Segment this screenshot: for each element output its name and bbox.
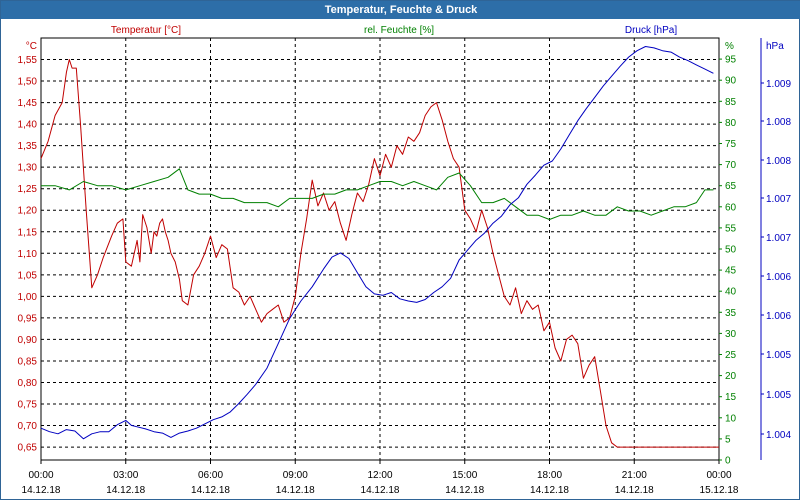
temperature-tick-label: 1,10 bbox=[18, 249, 38, 260]
pressure-tick-label: 1.006 bbox=[766, 311, 791, 322]
humidity-tick-label: 90 bbox=[725, 76, 737, 87]
temperature-tick-label: 0,90 bbox=[18, 335, 38, 346]
x-tick-time: 06:00 bbox=[198, 470, 223, 481]
humidity-tick-label: 70 bbox=[725, 160, 737, 171]
temperature-axis-title: Temperatur [°C] bbox=[111, 25, 181, 36]
pressure-axis-title: Druck [hPa] bbox=[625, 25, 677, 36]
humidity-tick-label: 25 bbox=[725, 350, 737, 361]
pressure-tick-label: 1.006 bbox=[766, 272, 791, 283]
pressure-tick-label: 1.005 bbox=[766, 350, 791, 361]
x-tick-date: 14.12.18 bbox=[191, 485, 230, 496]
temperature-tick-label: 0,75 bbox=[18, 400, 38, 411]
x-tick-time: 09:00 bbox=[283, 470, 308, 481]
temperature-tick-label: 0,65 bbox=[18, 443, 38, 454]
temperature-tick-label: 1,05 bbox=[18, 270, 38, 281]
x-tick-date: 14.12.18 bbox=[106, 485, 145, 496]
temperature-tick-label: 1,45 bbox=[18, 98, 38, 109]
temperature-unit-label: °C bbox=[26, 41, 37, 52]
x-tick-date: 14.12.18 bbox=[445, 485, 484, 496]
humidity-axis-title: rel. Feuchte [%] bbox=[364, 25, 434, 36]
pressure-tick-label: 1.009 bbox=[766, 79, 791, 90]
temperature-tick-label: 1,50 bbox=[18, 77, 38, 88]
humidity-tick-label: 95 bbox=[725, 55, 737, 66]
temperature-tick-label: 1,25 bbox=[18, 184, 38, 195]
x-tick-time: 03:00 bbox=[113, 470, 138, 481]
humidity-tick-label: 75 bbox=[725, 139, 737, 150]
x-tick-time: 00:00 bbox=[706, 470, 731, 481]
temperature-tick-label: 1,35 bbox=[18, 141, 38, 152]
temperature-tick-label: 1,30 bbox=[18, 163, 38, 174]
humidity-tick-label: 40 bbox=[725, 287, 737, 298]
temperature-tick-label: 1,40 bbox=[18, 120, 38, 131]
humidity-tick-label: 65 bbox=[725, 181, 737, 192]
humidity-tick-label: 10 bbox=[725, 413, 737, 424]
humidity-tick-label: 45 bbox=[725, 266, 737, 277]
pressure-tick-label: 1.008 bbox=[766, 156, 791, 167]
pressure-tick-label: 1.004 bbox=[766, 430, 791, 441]
pressure-series-line bbox=[40, 46, 714, 440]
temperature-tick-label: 1,20 bbox=[18, 206, 38, 217]
temperature-tick-label: 0,85 bbox=[18, 356, 38, 367]
temperature-series-line bbox=[40, 59, 719, 448]
humidity-series-line bbox=[41, 168, 714, 220]
pressure-tick-label: 1.007 bbox=[766, 194, 791, 205]
temperature-tick-label: 0,95 bbox=[18, 313, 38, 324]
temperature-tick-label: 0,80 bbox=[18, 378, 38, 389]
x-tick-date: 14.12.18 bbox=[276, 485, 315, 496]
temperature-tick-label: 0,70 bbox=[18, 421, 38, 432]
x-tick-time: 21:00 bbox=[622, 470, 647, 481]
pressure-unit-label: hPa bbox=[766, 41, 784, 52]
humidity-tick-label: 55 bbox=[725, 223, 737, 234]
humidity-tick-label: 50 bbox=[725, 245, 737, 256]
chart-title: Temperatur, Feuchte & Druck bbox=[1, 1, 800, 19]
x-tick-date: 15.12.18 bbox=[700, 485, 739, 496]
humidity-tick-label: 35 bbox=[725, 308, 737, 319]
humidity-tick-label: 20 bbox=[725, 371, 737, 382]
humidity-tick-label: 60 bbox=[725, 202, 737, 213]
temperature-tick-label: 1,55 bbox=[18, 55, 38, 66]
humidity-unit-label: % bbox=[725, 41, 734, 52]
x-tick-date: 14.12.18 bbox=[361, 485, 400, 496]
humidity-tick-label: 30 bbox=[725, 329, 737, 340]
x-tick-date: 14.12.18 bbox=[615, 485, 654, 496]
pressure-tick-label: 1.005 bbox=[766, 390, 791, 401]
temperature-tick-label: 1,00 bbox=[18, 292, 38, 303]
pressure-tick-label: 1.008 bbox=[766, 117, 791, 128]
humidity-tick-label: 15 bbox=[725, 392, 737, 403]
x-tick-time: 00:00 bbox=[28, 470, 53, 481]
humidity-tick-label: 5 bbox=[725, 434, 731, 445]
x-tick-time: 15:00 bbox=[452, 470, 477, 481]
humidity-tick-label: 0 bbox=[725, 456, 731, 467]
x-tick-time: 18:00 bbox=[537, 470, 562, 481]
x-tick-date: 14.12.18 bbox=[22, 485, 61, 496]
humidity-tick-label: 80 bbox=[725, 118, 737, 129]
humidity-tick-label: 85 bbox=[725, 97, 737, 108]
x-tick-date: 14.12.18 bbox=[530, 485, 569, 496]
x-tick-time: 12:00 bbox=[367, 470, 392, 481]
temperature-tick-label: 1,15 bbox=[18, 227, 38, 238]
pressure-tick-label: 1.007 bbox=[766, 233, 791, 244]
